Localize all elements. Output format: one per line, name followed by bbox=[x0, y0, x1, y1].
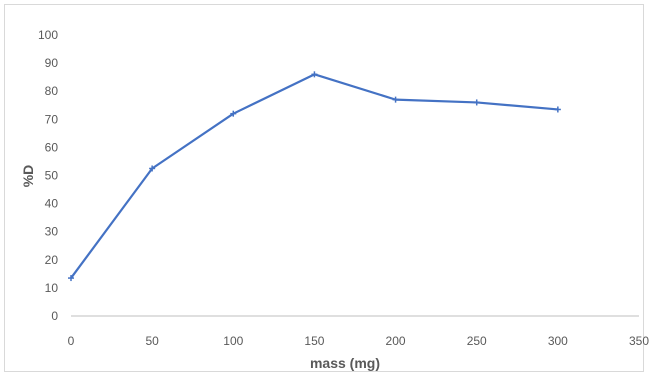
data-point-marker bbox=[392, 96, 399, 103]
y-tick-label: 70 bbox=[45, 112, 59, 126]
x-tick-label: 100 bbox=[223, 334, 243, 348]
data-point-marker bbox=[473, 99, 480, 106]
data-point-marker bbox=[311, 71, 318, 78]
y-tick-label: 20 bbox=[45, 253, 59, 267]
y-tick-label: 50 bbox=[45, 169, 59, 183]
y-tick-label: 40 bbox=[45, 197, 59, 211]
y-tick-label: 0 bbox=[51, 309, 58, 323]
y-tick-label: 30 bbox=[45, 225, 59, 239]
x-tick-label: 200 bbox=[386, 334, 406, 348]
y-tick-label: 90 bbox=[45, 56, 59, 70]
y-tick-label: 80 bbox=[45, 84, 59, 98]
x-tick-label: 300 bbox=[548, 334, 568, 348]
y-axis-label: %D bbox=[20, 165, 36, 188]
series-layer bbox=[68, 71, 561, 282]
x-tick-label: 150 bbox=[304, 334, 324, 348]
x-tick-label: 250 bbox=[467, 334, 487, 348]
series-line bbox=[70, 73, 558, 279]
y-axis-ticks: 0 10 20 30 40 50 60 70 80 90 100 bbox=[38, 28, 58, 323]
y-tick-label: 100 bbox=[38, 28, 58, 42]
data-point-marker bbox=[68, 275, 74, 282]
x-axis-label: mass (mg) bbox=[310, 355, 380, 371]
chart-frame bbox=[4, 4, 644, 372]
x-tick-label: 0 bbox=[68, 334, 75, 348]
x-tick-label: 50 bbox=[145, 334, 159, 348]
y-tick-label: 10 bbox=[45, 281, 59, 295]
data-point-marker bbox=[149, 165, 156, 172]
data-point-marker bbox=[230, 110, 237, 117]
x-axis-ticks: 0 50 100 150 200 250 300 350 bbox=[68, 334, 649, 348]
data-point-marker bbox=[554, 106, 561, 113]
y-tick-label: 60 bbox=[45, 140, 59, 154]
x-tick-label: 350 bbox=[629, 334, 649, 348]
